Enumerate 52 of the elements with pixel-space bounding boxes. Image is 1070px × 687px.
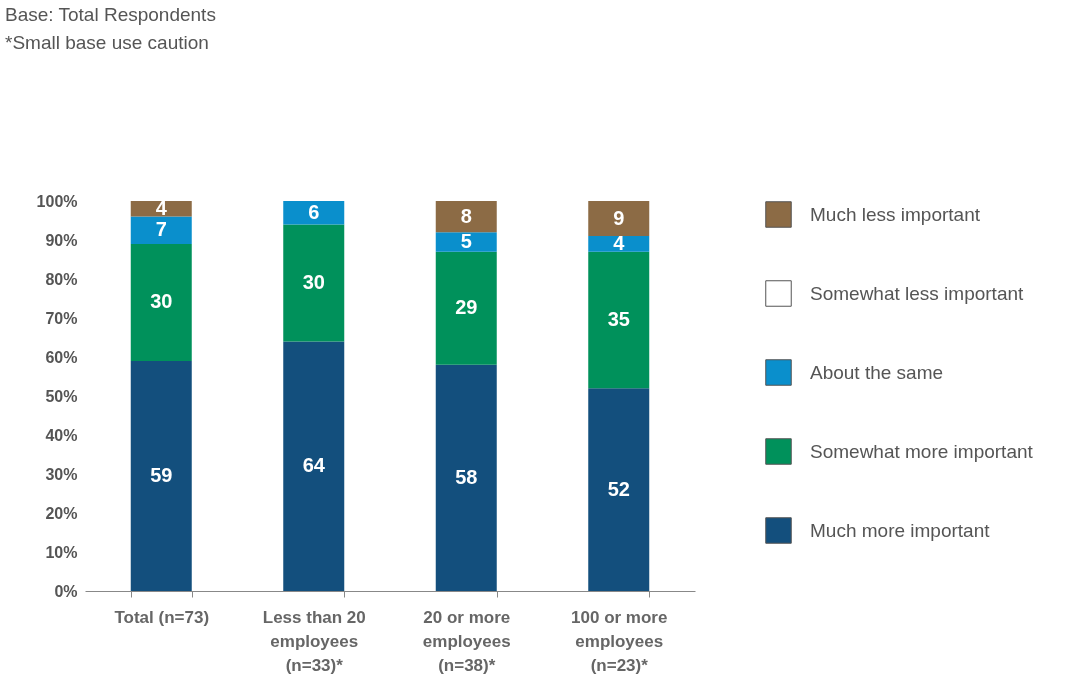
bar: [283, 201, 345, 225]
y-tick-label: 40%: [45, 426, 78, 444]
text: Base: Total Respondents: [5, 4, 216, 25]
bar: [130, 216, 192, 244]
bar: [588, 251, 650, 389]
legend-label: About the same: [810, 361, 944, 383]
y-tick-label: 100%: [36, 192, 78, 210]
data-label: 7: [155, 218, 167, 241]
data-label: 52: [607, 477, 630, 500]
x-tick-label: Less than 20 employees (n=33)*: [262, 607, 366, 675]
bar: [435, 201, 497, 233]
bar: [588, 201, 650, 237]
data-label: 29: [455, 296, 478, 319]
y-tick-label: 30%: [45, 465, 78, 483]
y-tick-label: 10%: [45, 543, 78, 561]
y-tick-label: 80%: [45, 270, 78, 288]
bar: [130, 243, 192, 361]
y-tick-label: 70%: [45, 309, 78, 327]
data-label: 4: [613, 231, 626, 254]
text: *Small base use caution: [5, 32, 209, 53]
legend-label: Much less important: [810, 203, 981, 225]
data-label: 9: [613, 206, 625, 229]
legend-label: Somewhat less important: [810, 282, 1025, 304]
x-tick-label: Total (n=73): [114, 607, 210, 627]
data-label: 4: [155, 196, 168, 219]
legend-label: Somewhat more important: [810, 440, 1034, 462]
y-tick-label: 90%: [45, 231, 78, 249]
bar: [130, 201, 192, 217]
bar: [588, 388, 650, 591]
bar: [283, 341, 345, 591]
data-label: 58: [455, 465, 478, 488]
bar: [130, 360, 192, 591]
y-tick-label: 50%: [45, 387, 78, 405]
bar: [435, 232, 497, 252]
legend-label: Much more important: [810, 519, 991, 541]
data-label: 5: [460, 229, 472, 252]
x-tick-label: 100 or more employees (n=23)*: [571, 607, 668, 675]
data-label: 6: [308, 200, 320, 223]
x-tick-label: 20 or more employees (n=38)*: [422, 607, 511, 675]
bar: [435, 251, 497, 365]
y-tick-label: 0%: [54, 582, 78, 600]
y-tick-label: 20%: [45, 504, 78, 522]
data-label: 35: [607, 307, 630, 330]
data-label: 30: [302, 270, 325, 293]
data-label: 64: [302, 454, 326, 477]
bar: [588, 236, 650, 252]
data-label: 59: [150, 463, 173, 486]
data-label: 30: [150, 290, 173, 313]
bar: [435, 364, 497, 591]
y-tick-label: 60%: [45, 348, 78, 366]
data-label: 8: [460, 204, 472, 227]
bar: [283, 224, 345, 342]
